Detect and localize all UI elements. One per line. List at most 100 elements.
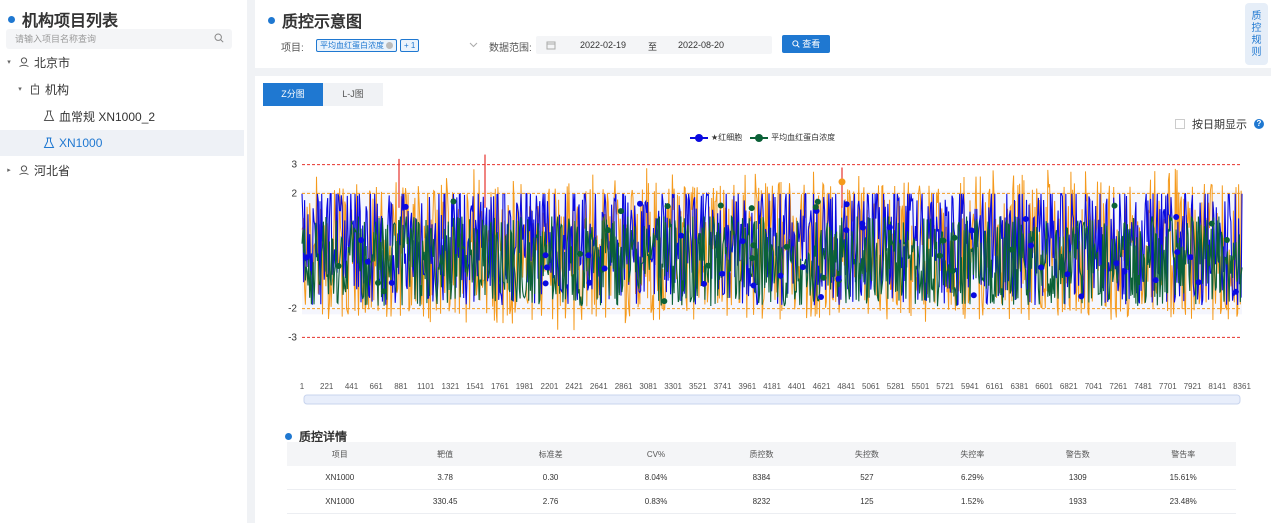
legend-item-series-1[interactable]: ★红细胞 — [690, 132, 742, 143]
data-point — [951, 234, 958, 241]
tree-node-institution[interactable]: ▾ 机构 — [0, 76, 244, 102]
data-point — [777, 272, 784, 279]
data-point — [949, 267, 956, 274]
tree-node-beijing[interactable]: ▾ 北京市 — [0, 49, 244, 75]
y-tick-label: 2 — [291, 188, 297, 199]
data-point — [1152, 277, 1159, 284]
x-tick-label: 5501 — [912, 382, 930, 391]
tree-node-xn1000-2[interactable]: 血常规 XN1000_2 — [0, 103, 244, 129]
end-date[interactable]: 2022-08-20 — [678, 40, 725, 50]
z-score-chart[interactable]: 3 2 -2 -3 1 221 441 661 881 1101 1321 1541 1761 1981 2… — [255, 146, 1271, 416]
column-header: 质控数 — [749, 449, 774, 459]
calendar-icon — [546, 41, 556, 50]
data-point — [542, 252, 549, 259]
search-placeholder: 请输入项目名称查询 — [15, 34, 97, 44]
warning-point — [838, 178, 846, 186]
data-point — [358, 237, 365, 244]
table-header-row: 项目 靶值 标准差 CV% 质控数 失控数 失控率 警告数 警告率 — [287, 442, 1236, 466]
data-point — [750, 242, 757, 249]
view-button[interactable]: 查看 — [782, 35, 830, 53]
panel-title-text: 机构项目列表 — [22, 13, 119, 30]
x-tick-label: 3081 — [639, 382, 657, 391]
details-title: 质控详情 — [285, 428, 347, 445]
date-display-checkbox[interactable] — [1175, 119, 1185, 129]
chart-section-title: 质控示意图 — [268, 8, 362, 32]
x-tick-label: 1981 — [516, 382, 534, 391]
project-search-input[interactable]: 请输入项目名称查询 — [6, 29, 232, 49]
column-header: 项目 — [331, 449, 348, 459]
data-point — [1174, 249, 1181, 256]
expand-caret-icon[interactable]: ▾ — [18, 86, 22, 93]
project-select[interactable]: 平均血红蛋白浓度 + 1 — [314, 36, 482, 54]
x-tick-label: 1101 — [417, 382, 435, 391]
data-point — [637, 200, 643, 207]
data-point — [1078, 293, 1085, 300]
data-point — [859, 224, 866, 231]
data-point — [1022, 216, 1029, 222]
column-header: 失控率 — [960, 449, 985, 459]
data-point — [335, 263, 342, 269]
x-tick-label: 6381 — [1011, 382, 1029, 391]
column-header: 标准差 — [538, 449, 563, 459]
help-icon[interactable]: ? — [1254, 119, 1264, 129]
table-row[interactable]: XN1000 3.78 0.30 8.04% 8384 527 6.29% 13… — [287, 466, 1236, 490]
data-point — [678, 232, 684, 239]
data-point — [783, 243, 790, 250]
data-point — [664, 203, 671, 210]
table-cell: 8384 — [752, 473, 771, 482]
tag-text: 平均血红蛋白浓度 — [320, 41, 384, 50]
date-display-toggle[interactable]: 按日期显示 ? — [1175, 116, 1264, 132]
x-tick-label: 4841 — [837, 382, 855, 391]
table-row[interactable]: XN1000 330.45 2.76 0.83% 8232 125 1.52% … — [287, 490, 1236, 514]
flask-icon — [42, 109, 56, 123]
data-point — [661, 298, 668, 305]
data-point — [543, 264, 550, 271]
x-tick-label: 7921 — [1184, 382, 1202, 391]
date-range-picker[interactable]: 2022-02-19 至 2022-08-20 — [536, 36, 772, 54]
table-cell: 2.76 — [542, 497, 559, 506]
x-tick-label: 8141 — [1208, 382, 1226, 391]
x-tick-label: 3521 — [689, 382, 707, 391]
tab-lj-chart[interactable]: L-J图 — [323, 83, 383, 106]
table-cell: 15.61% — [1169, 473, 1197, 482]
x-tick-label: 7261 — [1109, 382, 1127, 391]
data-point — [1195, 279, 1202, 286]
tag-close-icon[interactable] — [386, 42, 394, 50]
tab-z-score[interactable]: Z分图 — [263, 83, 323, 106]
data-point — [739, 238, 746, 245]
data-point — [814, 198, 821, 205]
x-tick-label: 3301 — [664, 382, 682, 391]
date-range-label: 数据范围: — [489, 43, 532, 54]
panel-title: 机构项目列表 — [8, 7, 118, 31]
table-cell: 527 — [860, 473, 874, 482]
legend-item-series-2[interactable]: 平均血红蛋白浓度 — [750, 132, 835, 143]
building-icon — [28, 82, 42, 96]
expand-caret-icon[interactable]: ▸ — [7, 167, 11, 174]
chevron-down-icon[interactable] — [469, 42, 478, 48]
start-date[interactable]: 2022-02-19 — [580, 40, 627, 50]
more-tags-badge: + 1 — [400, 39, 420, 52]
column-header: CV% — [646, 449, 666, 459]
data-point — [749, 255, 756, 262]
data-point — [748, 205, 755, 212]
search-icon[interactable] — [214, 33, 224, 43]
date-separator: 至 — [648, 42, 658, 52]
filter-card: 质控示意图 项目: 平均血红蛋白浓度 + 1 数据范围: 2022-02-19 … — [255, 0, 1271, 68]
expand-caret-icon[interactable]: ▾ — [7, 59, 11, 66]
x-tick-label: 881 — [394, 382, 408, 391]
table-cell: XN1000 — [325, 473, 355, 482]
data-point — [617, 208, 624, 215]
legend-label: 平均血红蛋白浓度 — [771, 133, 836, 142]
y-tick-label: 3 — [291, 160, 297, 171]
tree-node-xn1000[interactable]: XN1000 — [0, 130, 244, 156]
x-tick-label: 5061 — [862, 382, 880, 391]
selected-project-tag[interactable]: 平均血红蛋白浓度 — [316, 39, 398, 52]
section-title-text: 质控示意图 — [282, 14, 363, 31]
column-header: 靶值 — [437, 449, 454, 459]
data-point — [970, 292, 977, 299]
qc-rules-button[interactable]: 质控规则 — [1245, 3, 1268, 65]
data-point — [1038, 264, 1045, 271]
x-tick-label: 1541 — [466, 382, 484, 391]
tree-node-hebei[interactable]: ▸ 河北省 — [0, 157, 244, 183]
zoom-slider[interactable] — [303, 394, 1241, 405]
